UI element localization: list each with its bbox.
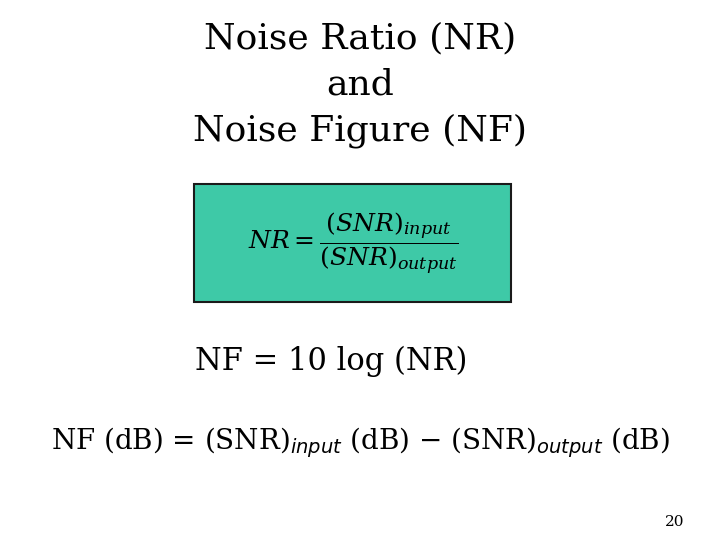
FancyBboxPatch shape [194, 184, 511, 302]
Text: $NR = \dfrac{(SNR)_{input}}{(SNR)_{output}}$: $NR = \dfrac{(SNR)_{input}}{(SNR)_{outpu… [248, 210, 458, 276]
Text: 20: 20 [665, 515, 684, 529]
Text: NF = 10 log (NR): NF = 10 log (NR) [195, 346, 467, 377]
Text: NF (dB) = (SNR)$_{\mathit{input}}$ (dB) $-$ (SNR)$_{\mathit{output}}$ (dB): NF (dB) = (SNR)$_{\mathit{input}}$ (dB) … [50, 426, 670, 460]
Text: Noise Ratio (NR)
and
Noise Figure (NF): Noise Ratio (NR) and Noise Figure (NF) [193, 22, 527, 148]
